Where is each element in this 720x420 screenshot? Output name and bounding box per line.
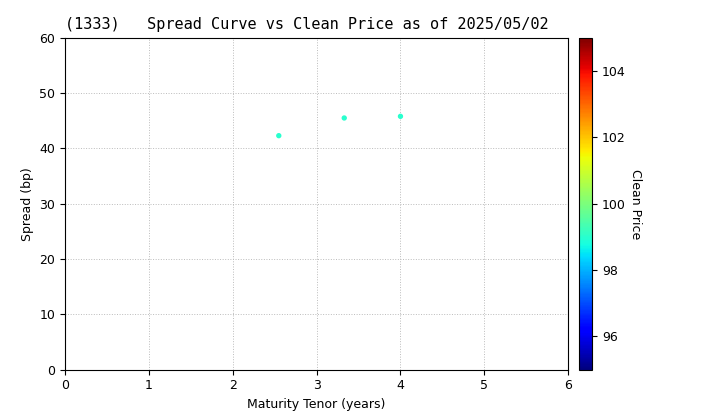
X-axis label: Maturity Tenor (years): Maturity Tenor (years)	[248, 398, 386, 411]
Point	[338, 115, 350, 121]
Y-axis label: Spread (bp): Spread (bp)	[21, 167, 34, 241]
Y-axis label: Clean Price: Clean Price	[629, 168, 642, 239]
Point	[273, 132, 284, 139]
Text: (1333)   Spread Curve vs Clean Price as of 2025/05/02: (1333) Spread Curve vs Clean Price as of…	[65, 18, 549, 32]
Point	[395, 113, 406, 120]
